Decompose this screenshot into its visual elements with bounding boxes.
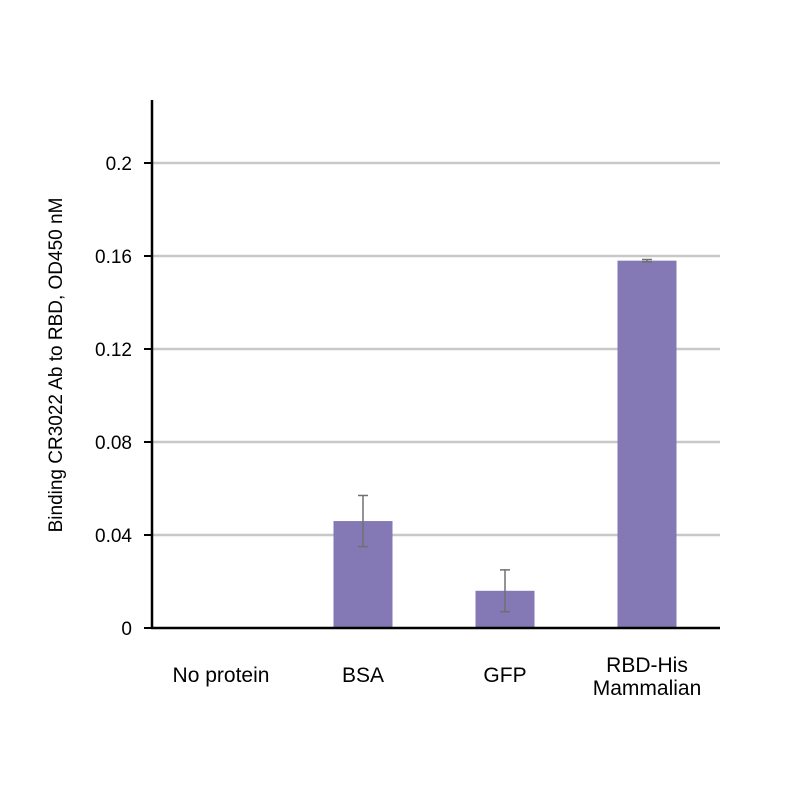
y-tick-label: 0.16 [95,247,132,268]
y-tick-label: 0 [121,619,132,640]
y-tick-label: 0.04 [95,526,132,547]
y-tick-label: 0.2 [106,154,132,175]
x-category-label: BSA [342,664,384,687]
y-tick-label: 0.08 [95,433,132,454]
x-category-labels: No protein BSA GFP RBD-His Mammalian [173,654,702,700]
axes [150,100,720,630]
bars [333,260,677,628]
error-bars [358,258,652,613]
x-category-label: RBD-His Mammalian [593,654,702,700]
bar [617,260,677,628]
y-tick-labels: 0 0.04 0.08 0.12 0.16 0.2 [95,154,152,640]
y-tick-label: 0.12 [95,340,132,361]
y-axis-title: Binding CR3022 Ab to RBD, OD450 nM [46,198,67,533]
x-category-label: No protein [173,664,270,687]
x-category-label: GFP [483,664,526,687]
